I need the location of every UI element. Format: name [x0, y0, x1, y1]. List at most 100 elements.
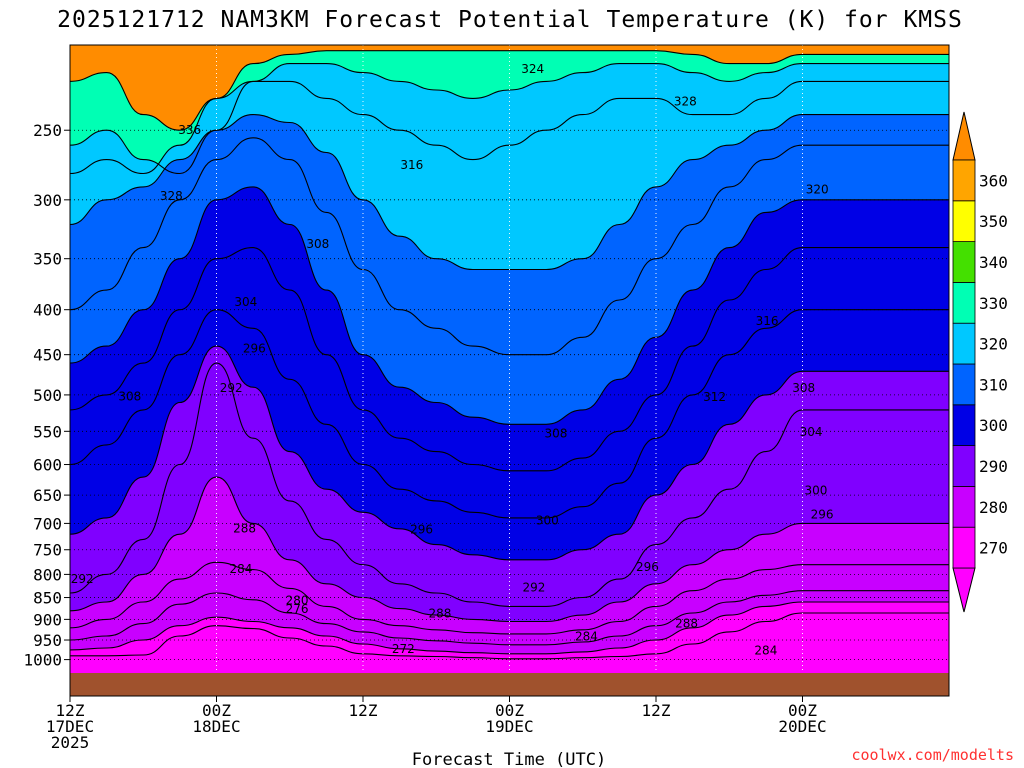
contour-label-text: 336: [178, 123, 201, 137]
y-tick-label: 900: [33, 610, 62, 629]
contour-label-text: 308: [306, 237, 329, 251]
x-tick-label: 12Z 17DEC 2025: [46, 701, 94, 752]
plot-area: 336 328 324 328 316 320 308 304 296 292 308 316 312 3…: [70, 45, 949, 696]
isentrope-288: [70, 561, 949, 635]
y-tick-label: 250: [33, 121, 62, 140]
isentrope-312: [70, 186, 949, 425]
contour-label-10: 308: [118, 389, 141, 403]
x-tick-label: 00Z 19DEC: [485, 701, 533, 736]
y-tick-label: 300: [33, 191, 62, 210]
contour-label-18: 300: [536, 514, 559, 528]
contour-label-text: 316: [756, 314, 779, 328]
contour-label-25: 276: [286, 602, 309, 616]
contour-label-text: 296: [636, 560, 659, 574]
isentrope-304: [70, 309, 949, 519]
contour-label-text: 292: [220, 381, 243, 395]
credit-text: coolwx.com/modelts: [851, 746, 1014, 764]
contour-label-7: 304: [234, 295, 257, 309]
y-tick-label: 950: [33, 631, 62, 650]
contour-label-text: 308: [544, 426, 567, 440]
contour-label-22: 292: [522, 581, 545, 595]
x-axis-label: Forecast Time (UTC): [412, 750, 606, 768]
contour-label-16: 300: [804, 483, 827, 497]
legend-arrow-top: [952, 111, 976, 161]
contour-label-text: 288: [428, 606, 451, 620]
contour-label-19: 296: [410, 522, 433, 536]
contour-label-text: 300: [536, 514, 559, 528]
y-tick-label: 550: [33, 422, 62, 441]
x-tick-label: 12Z: [349, 701, 378, 720]
contour-label-text: 300: [804, 483, 827, 497]
contour-label-text: 296: [243, 342, 266, 356]
legend-label: 270: [979, 539, 1008, 558]
contour-label-24: 280: [286, 594, 309, 608]
isentrope-292: [70, 476, 949, 623]
legend-swatch-310: [952, 363, 976, 406]
color-legend: 270 280 290 300 310 320 330 340 350 360: [952, 111, 1008, 613]
legend-swatch-290: [952, 445, 976, 487]
x-tick-label: 12Z: [642, 701, 671, 720]
contour-label-text: 292: [522, 581, 545, 595]
contour-label-text: 312: [703, 390, 726, 404]
contour-label-5: 320: [806, 183, 829, 197]
contour-label-17: 296: [811, 508, 834, 522]
y-tick-label: 650: [33, 486, 62, 505]
legend-label: 290: [979, 457, 1008, 476]
y-tick-label: 750: [33, 541, 62, 560]
legend-swatch-300: [952, 404, 976, 446]
isentrope-324: [70, 80, 949, 175]
contour-label-text: 304: [234, 295, 257, 309]
legend-swatch-360: [952, 159, 976, 202]
y-tick-label: 400: [33, 301, 62, 320]
contour-label-text: 328: [674, 95, 697, 109]
contour-label-text: 292: [71, 572, 94, 586]
contour-label-14: 304: [800, 425, 823, 439]
contour-label-6: 308: [306, 237, 329, 251]
isentrope-276: [70, 612, 949, 660]
contour-label-text: 272: [392, 642, 415, 656]
isentrope-284: [70, 590, 949, 646]
contour-label-20: 288: [233, 521, 256, 535]
contour-label-text: 288: [675, 617, 698, 631]
legend-swatch-280: [952, 485, 976, 528]
contour-label-11: 316: [756, 314, 779, 328]
contour-label-8: 296: [243, 342, 266, 356]
y-tick-label: 700: [33, 514, 62, 533]
contour-label-text: 296: [410, 522, 433, 536]
contour-label-2: 324: [521, 62, 544, 76]
y-tick-label: 450: [33, 346, 62, 365]
contour-label-12: 312: [703, 390, 726, 404]
y-tick-label: 500: [33, 386, 62, 405]
isentrope-316: [70, 137, 949, 356]
isentrope-280: [70, 601, 949, 655]
contour-label-text: 296: [811, 508, 834, 522]
x-tick-label: 00Z 20DEC: [778, 701, 826, 736]
contour-label-28: 288: [675, 617, 698, 631]
contour-label-1: 328: [160, 189, 183, 203]
isentrope-308: [70, 247, 949, 472]
contour-label-text: 284: [754, 644, 777, 658]
legend-label: 350: [979, 212, 1008, 231]
legend-swatch-320: [952, 322, 976, 365]
contour-label-text: 276: [286, 602, 309, 616]
isentrope-328: [70, 63, 949, 175]
isentrope-320: [70, 114, 949, 271]
isentrope-300: [70, 345, 949, 561]
contour-label-text: 324: [521, 62, 544, 76]
legend-swatch-270: [952, 526, 976, 569]
contour-label-0: 336: [178, 123, 201, 137]
contour-label-29: 272: [392, 642, 415, 656]
contour-label-text: 316: [400, 158, 423, 172]
legend-label: 340: [979, 253, 1008, 272]
contour-label-27: 284: [575, 629, 598, 643]
y-tick-label: 600: [33, 456, 62, 475]
ground-surface: [70, 673, 949, 696]
contour-label-23: 296: [636, 560, 659, 574]
contour-label-text: 328: [160, 189, 183, 203]
contour-label-text: 308: [792, 381, 815, 395]
contour-label-26: 288: [428, 606, 451, 620]
chart-title: 2025121712 NAM3KM Forecast Potential Tem…: [57, 7, 963, 33]
legend-swatch-350: [952, 200, 976, 243]
y-tick-label: 800: [33, 565, 62, 584]
